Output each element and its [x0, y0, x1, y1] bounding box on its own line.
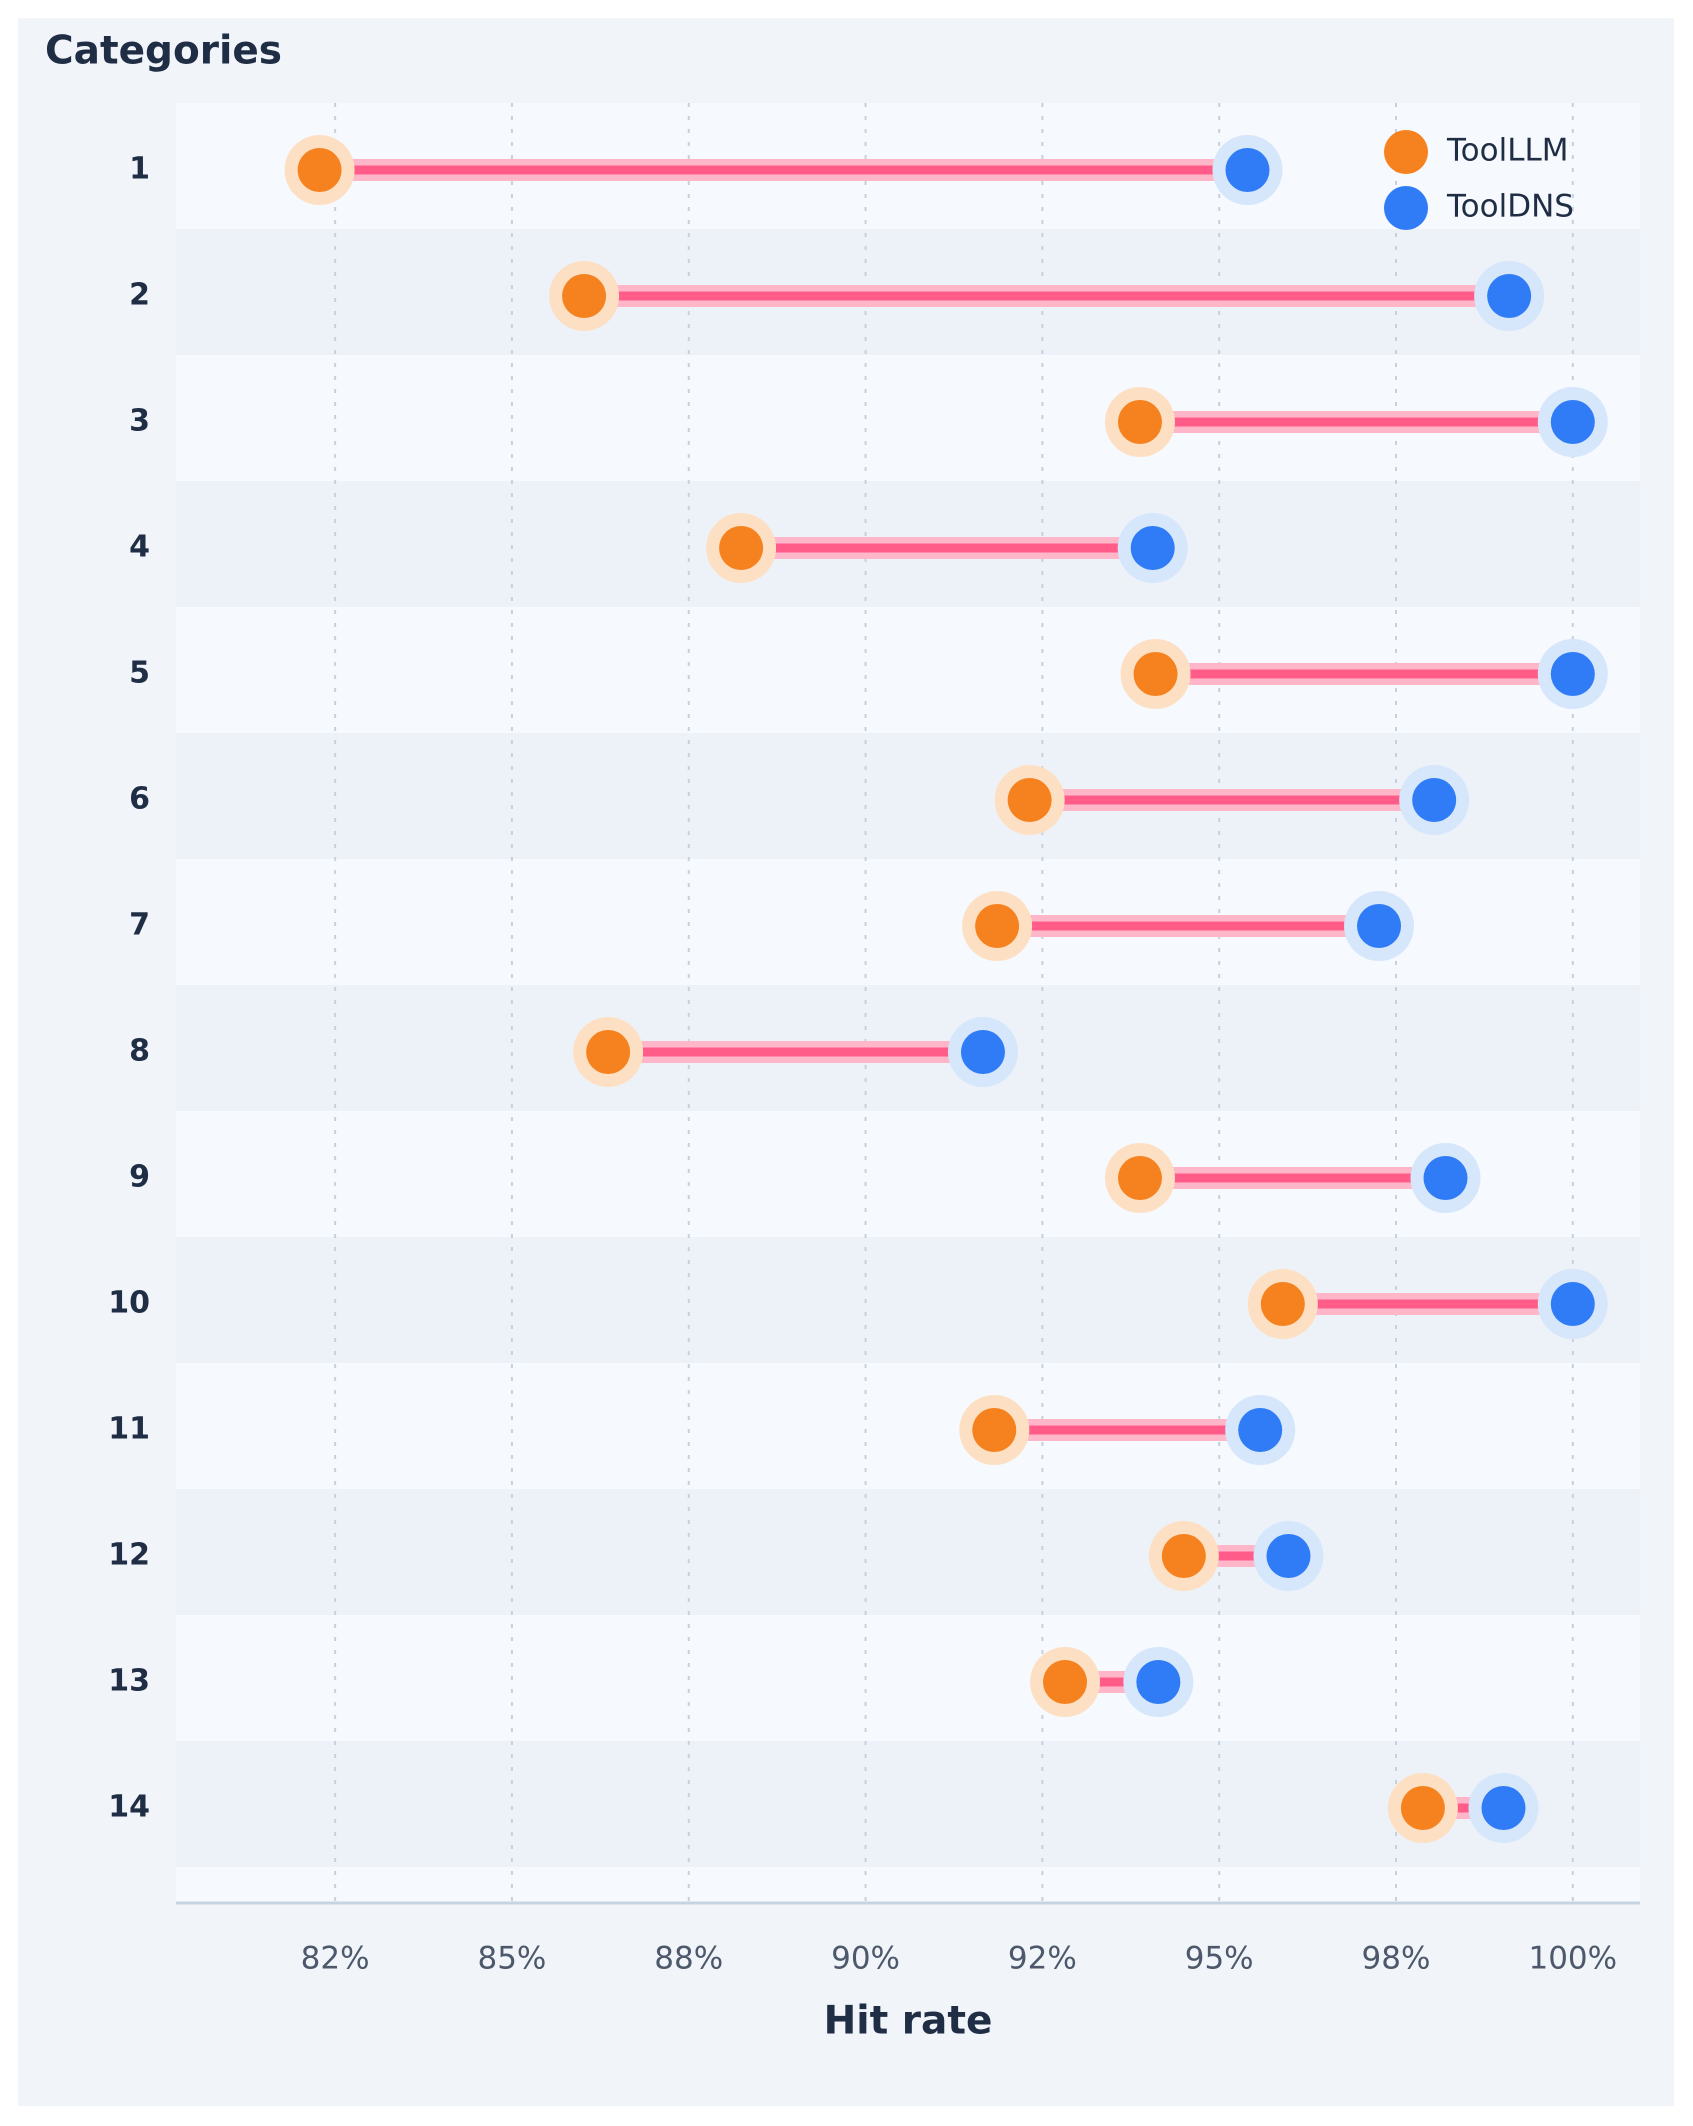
toolllm-point	[1133, 652, 1178, 696]
y-tick-label: 6	[129, 782, 150, 817]
y-tick-label: 4	[129, 530, 150, 565]
x-axis-title: Hit rate	[824, 1999, 993, 2044]
legend-marker	[1384, 186, 1428, 230]
y-tick-label: 10	[108, 1286, 150, 1321]
tooldns-point	[1412, 778, 1457, 822]
x-tick-label: 95%	[1185, 1941, 1254, 1977]
y-tick-label: 8	[129, 1034, 150, 1069]
tooldns-point	[1423, 1156, 1468, 1200]
legend-label: ToolLLM	[1446, 133, 1569, 169]
toolllm-point	[1400, 1786, 1445, 1830]
x-tick-label: 88%	[654, 1941, 723, 1977]
y-tick-label: 5	[129, 656, 150, 691]
y-tick-label: 11	[108, 1412, 150, 1447]
x-tick-label: 82%	[301, 1941, 370, 1977]
x-tick-label: 100%	[1528, 1941, 1617, 1977]
tooldns-point	[1487, 274, 1532, 318]
toolllm-point	[975, 904, 1020, 948]
tooldns-point	[1238, 1408, 1283, 1452]
row-band	[176, 1867, 1640, 1903]
y-tick-label: 12	[108, 1538, 150, 1573]
x-tick-label: 92%	[1008, 1941, 1077, 1977]
tooldns-point	[960, 1030, 1005, 1074]
y-axis-title: Categories	[45, 29, 282, 74]
toolllm-point	[297, 148, 342, 192]
y-tick-label: 9	[129, 1160, 150, 1195]
x-tick-label: 98%	[1362, 1941, 1431, 1977]
toolllm-point	[1117, 400, 1162, 444]
legend: ToolLLM ToolDNS	[1384, 130, 1574, 230]
row-band	[176, 1615, 1640, 1741]
tooldns-point	[1357, 904, 1402, 948]
tooldns-point	[1550, 400, 1595, 444]
x-tick-label: 90%	[831, 1941, 900, 1977]
toolllm-point	[972, 1408, 1017, 1452]
tooldns-point	[1481, 1786, 1526, 1830]
x-tick-label: 85%	[477, 1941, 546, 1977]
toolllm-point	[586, 1030, 631, 1074]
tooldns-point	[1550, 1282, 1595, 1326]
tooldns-point	[1266, 1534, 1311, 1578]
tooldns-point	[1225, 148, 1270, 192]
row-band	[176, 859, 1640, 985]
row-band	[176, 1363, 1640, 1489]
x-tick-labels: 82% 85% 88% 90% 92% 95% 98% 100%	[301, 1941, 1617, 1977]
toolllm-point	[1007, 778, 1052, 822]
toolllm-point	[719, 526, 764, 570]
y-tick-label: 2	[129, 278, 150, 313]
legend-label: ToolDNS	[1446, 189, 1574, 225]
chart-frame: Categories 1 2 3 4 5 6 7 8 9 10 11 12 13 14 82% 85% 88%…	[18, 18, 1674, 2106]
y-tick-label: 14	[108, 1790, 150, 1825]
toolllm-point	[1260, 1282, 1305, 1326]
y-tick-label: 1	[129, 152, 150, 187]
y-tick-label: 3	[129, 404, 150, 439]
y-tick-label: 7	[129, 908, 150, 943]
toolllm-point	[1117, 1156, 1162, 1200]
row-band	[176, 1489, 1640, 1615]
toolllm-point	[1043, 1660, 1088, 1704]
legend-marker	[1384, 130, 1428, 174]
toolllm-point	[1161, 1534, 1206, 1578]
y-tick-label: 13	[108, 1664, 150, 1699]
chart-marks	[284, 135, 1608, 1843]
row-bands	[176, 103, 1640, 1903]
tooldns-point	[1130, 526, 1175, 570]
tooldns-point	[1550, 652, 1595, 696]
toolllm-point	[562, 274, 607, 318]
tooldns-point	[1136, 1660, 1181, 1704]
